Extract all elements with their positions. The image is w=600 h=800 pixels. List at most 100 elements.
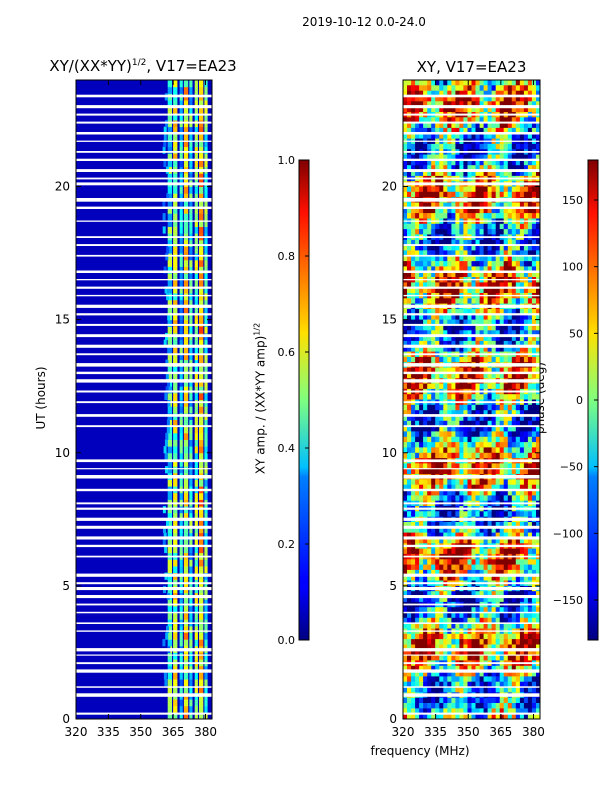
phase-cell (431, 426, 436, 432)
phase-cell (415, 191, 420, 198)
phase-cell (475, 665, 480, 672)
phase-cell (536, 644, 540, 651)
phase-cell (503, 106, 509, 113)
phase-cell (475, 154, 480, 161)
phase-cell (403, 117, 408, 123)
phase-cell (423, 607, 428, 613)
phase-cell (479, 607, 484, 613)
phase-cell (451, 404, 456, 411)
phase-cell (431, 511, 436, 517)
phase-cell (471, 452, 476, 459)
phase-cell (455, 655, 460, 661)
amp-cell (194, 239, 198, 247)
phase-cell (455, 607, 460, 613)
phase-cell (459, 591, 464, 597)
phase-cell (499, 596, 505, 603)
phase-cell (431, 564, 436, 571)
phase-cell (427, 687, 432, 693)
phase-cell (451, 708, 456, 715)
phase-cell (415, 479, 420, 486)
phase-cell (527, 127, 533, 134)
phase-cell (511, 356, 517, 363)
phase-cell (403, 154, 408, 161)
phase-cell (515, 564, 521, 571)
amp-cell (199, 346, 204, 354)
phase-cell (507, 452, 513, 459)
flagged-row (76, 254, 212, 257)
amp-cell (167, 459, 172, 467)
phase-cell (515, 90, 521, 97)
amp-cell (183, 559, 189, 567)
phase-cell (491, 96, 496, 102)
phase-cell (536, 479, 540, 486)
phase-cell (443, 239, 448, 246)
phase-cell (411, 165, 416, 171)
phase-cell (515, 346, 521, 352)
phase-cell (527, 335, 533, 342)
phase-cell (511, 522, 517, 528)
phase-cell (519, 383, 525, 390)
phase-cell (415, 538, 420, 544)
flagged-row (76, 555, 212, 558)
phase-cell (443, 490, 448, 496)
phase-cell (467, 106, 472, 113)
phase-cell (427, 90, 432, 97)
phase-cell (511, 287, 517, 294)
amp-cell (194, 679, 198, 687)
phase-cell (499, 367, 505, 374)
phase-cell (527, 319, 533, 326)
phase-cell (415, 527, 420, 533)
phase-cell (495, 330, 501, 336)
phase-cell (423, 538, 428, 544)
phase-cell (463, 287, 468, 294)
phase-cell (531, 436, 537, 443)
flagged-row (403, 648, 540, 652)
phase-cell (491, 213, 496, 219)
phase-cell (491, 330, 496, 336)
amp-cell (194, 213, 198, 221)
phase-cell (483, 649, 488, 656)
phase-cell (527, 133, 533, 139)
phase-cell (499, 703, 505, 709)
phase-cell (523, 101, 529, 107)
phase-cell (415, 665, 420, 672)
phase-cell (471, 591, 476, 597)
phase-cell (459, 639, 464, 645)
phase-cell (503, 713, 509, 719)
phase-cell (536, 223, 540, 230)
phase-cell (403, 261, 408, 267)
phase-cell (467, 170, 472, 177)
phase-cell (467, 484, 472, 491)
phase-cell (403, 335, 408, 342)
phase-cell (435, 154, 440, 161)
phase-cell (451, 383, 456, 390)
phase-cell (459, 223, 464, 230)
amp-cell (179, 632, 183, 640)
phase-cell (463, 527, 468, 533)
phase-cell (415, 639, 420, 645)
phase-cell (479, 410, 484, 416)
phase-cell (527, 191, 533, 198)
phase-cell (403, 325, 408, 331)
phase-cell (467, 239, 472, 246)
phase-cell (407, 394, 412, 400)
phase-cell (431, 522, 436, 528)
amp-cell (194, 273, 198, 281)
phase-cell (455, 154, 460, 161)
phase-cell (407, 202, 412, 209)
amp-cell (199, 352, 204, 361)
phase-cell (536, 213, 540, 219)
phase-cell (467, 527, 472, 533)
phase-cell (415, 404, 420, 411)
phase-cell (519, 436, 525, 443)
phase-cell (523, 325, 529, 331)
amp-cell (183, 392, 189, 400)
phase-cell (503, 490, 509, 496)
phase-cell (463, 165, 468, 171)
amp-cell (183, 386, 189, 394)
amp-cell (163, 266, 167, 274)
phase-cell (487, 703, 492, 709)
phase-cell (487, 559, 492, 565)
amp-cell (179, 146, 183, 154)
phase-cell (419, 367, 424, 374)
